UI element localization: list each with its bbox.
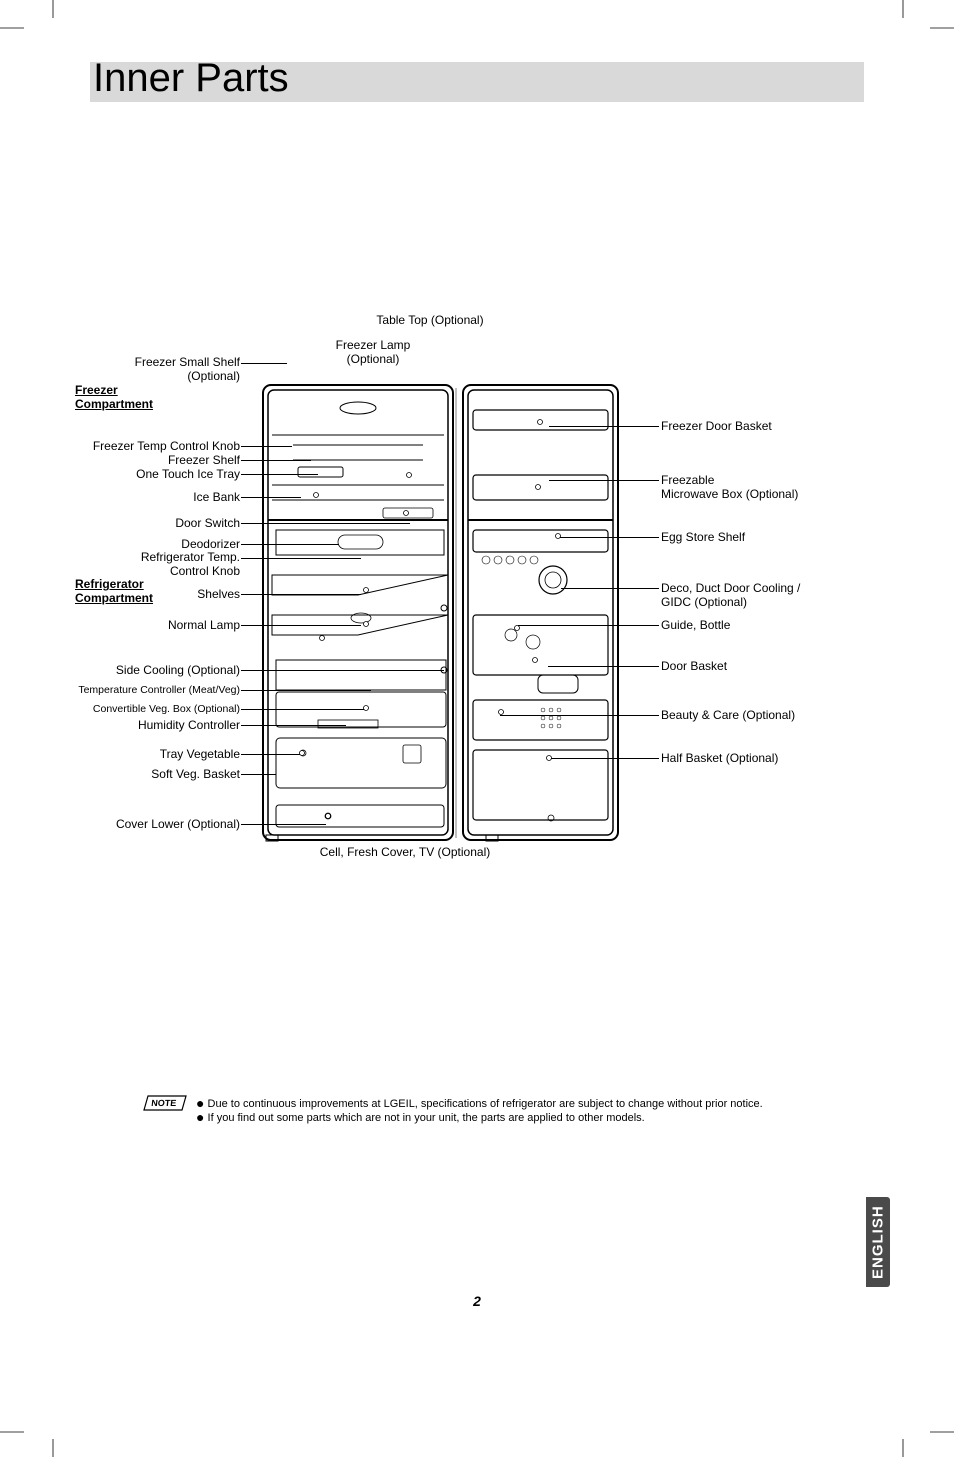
refrig-comp-2: Compartment	[75, 591, 153, 605]
section-refrigerator: Refrigerator Compartment	[75, 578, 153, 606]
label-freezer-temp-knob: Freezer Temp Control Knob	[93, 440, 240, 454]
fss-2: (Optional)	[187, 369, 240, 383]
freezer-lamp-line1: Freezer Lamp	[336, 338, 411, 352]
section-freezer: Freezer Compartment	[75, 384, 153, 412]
rt-2: Control Knob	[170, 564, 240, 578]
freezer-comp-2: Compartment	[75, 397, 153, 411]
page-title: Inner Parts	[93, 56, 289, 101]
label-refrig-temp: Refrigerator Temp. Control Knob	[141, 551, 240, 579]
label-freezable-micro: Freezable Microwave Box (Optional)	[661, 474, 798, 502]
label-side-cooling: Side Cooling (Optional)	[116, 664, 240, 678]
fm-1: Freezable	[661, 473, 714, 487]
label-half-basket: Half Basket (Optional)	[661, 752, 778, 766]
label-temp-controller: Temperature Controller (Meat/Veg)	[78, 684, 240, 696]
note-2-text: If you find out some parts which are not…	[208, 1112, 645, 1124]
rt-1: Refrigerator Temp.	[141, 550, 240, 564]
label-soft-veg: Soft Veg. Basket	[151, 768, 240, 782]
language-tab: ENGLISH	[866, 1197, 890, 1287]
label-egg-store: Egg Store Shelf	[661, 531, 745, 545]
label-shelves: Shelves	[197, 588, 240, 602]
refrig-comp-1: Refrigerator	[75, 577, 144, 591]
label-beauty-care: Beauty & Care (Optional)	[661, 709, 795, 723]
dd-2: GIDC (Optional)	[661, 595, 747, 609]
label-humidity: Humidity Controller	[138, 719, 240, 733]
page-number: 2	[0, 1293, 954, 1309]
label-freezer-shelf: Freezer Shelf	[168, 454, 240, 468]
label-freezer-door-basket: Freezer Door Basket	[661, 420, 772, 434]
label-one-touch-ice: One Touch Ice Tray	[136, 468, 240, 482]
leader	[241, 363, 287, 364]
fm-2: Microwave Box (Optional)	[661, 487, 798, 501]
label-door-switch: Door Switch	[175, 517, 240, 531]
label-convertible-veg: Convertible Veg. Box (Optional)	[93, 703, 240, 715]
freezer-lamp-line2: (Optional)	[347, 352, 400, 366]
label-table-top: Table Top (Optional)	[360, 314, 500, 328]
note-badge-text: NOTE	[151, 1098, 177, 1108]
label-freezer-lamp: Freezer Lamp (Optional)	[318, 339, 428, 367]
fss-1: Freezer Small Shelf	[135, 355, 240, 369]
note-badge-icon: NOTE	[142, 1092, 188, 1114]
freezer-comp-1: Freezer	[75, 383, 118, 397]
label-guide-bottle: Guide, Bottle	[661, 619, 730, 633]
dd-1: Deco, Duct Door Cooling /	[661, 581, 800, 595]
label-normal-lamp: Normal Lamp	[168, 619, 240, 633]
label-ice-bank: Ice Bank	[193, 491, 240, 505]
note-line-2: ● If you find out some parts which are n…	[196, 1108, 645, 1124]
label-tray-veg: Tray Vegetable	[160, 748, 240, 762]
label-cover-lower: Cover Lower (Optional)	[116, 818, 240, 832]
label-door-basket: Door Basket	[661, 660, 727, 674]
refrigerator-diagram	[258, 380, 638, 845]
label-freezer-small-shelf: Freezer Small Shelf (Optional)	[135, 356, 240, 384]
label-cell-fresh: Cell, Fresh Cover, TV (Optional)	[305, 846, 505, 860]
label-deco-duct: Deco, Duct Door Cooling / GIDC (Optional…	[661, 582, 800, 610]
